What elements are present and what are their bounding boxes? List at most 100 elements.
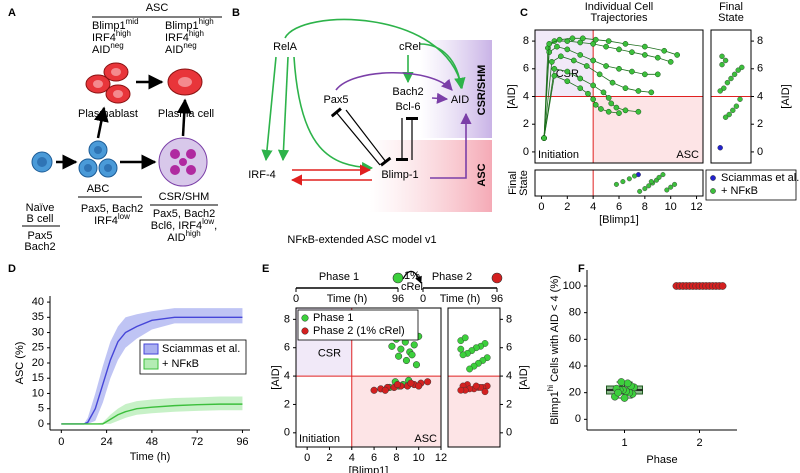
region-label: ASC	[476, 163, 488, 186]
chart-title: Trajectories	[590, 12, 648, 24]
marker-label: AIDneg	[92, 41, 124, 56]
trajectory-point	[590, 82, 597, 89]
trajectory-point	[577, 85, 584, 92]
y-axis-label: Blimp1hi Cells with AID < 4 (%)	[546, 275, 561, 425]
y-tick-label: 4	[523, 90, 529, 102]
timeline-tick-label: 96	[392, 293, 404, 305]
node-label: AID	[451, 94, 469, 106]
final-point	[733, 103, 740, 109]
point	[407, 379, 415, 387]
trajectory-point	[564, 46, 571, 53]
y-tick-label: 40	[32, 296, 44, 308]
y-tick-label: 4	[506, 370, 512, 382]
phase-label: Phase 2	[432, 271, 472, 283]
timeline-tick-label: 0	[293, 293, 299, 305]
trajectory-point	[556, 36, 563, 43]
line	[61, 403, 243, 425]
y-tick-label: 8	[284, 313, 290, 325]
final-point	[728, 75, 734, 82]
final-point	[724, 79, 731, 86]
y-tick-label: 100	[563, 280, 581, 292]
x-tick-label: 12	[690, 201, 702, 213]
trajectory-point	[546, 41, 553, 47]
final-frame	[534, 169, 704, 197]
final-point	[719, 61, 725, 68]
point	[623, 379, 632, 388]
panel-letter: E	[262, 263, 269, 275]
text-run: ,	[214, 220, 217, 232]
panel-label: Final	[719, 1, 743, 13]
legend-label: Phase 2 (1% cRel)	[313, 325, 405, 337]
trajectory-point	[622, 41, 629, 47]
y-tick-label: 20	[32, 357, 44, 369]
marker-label: IRF4low	[94, 212, 130, 227]
x-tick-label: 4	[349, 452, 355, 464]
x-tick-label: 2	[326, 452, 332, 464]
panel-letter: F	[578, 263, 585, 275]
panel-a-art	[22, 16, 222, 227]
trajectory	[543, 75, 620, 139]
y-tick-label: 15	[32, 372, 44, 384]
trajectory-point	[641, 71, 648, 78]
point	[381, 386, 389, 394]
panel-label: State	[718, 12, 744, 24]
timeline-tick-label: 96	[491, 293, 503, 305]
trajectory-point	[648, 89, 655, 96]
final-point	[459, 351, 467, 359]
x-tick-label: 1	[621, 437, 627, 449]
x-tick-label: 2	[564, 201, 570, 213]
trajectory-point	[641, 43, 648, 50]
text-run: AID	[92, 44, 110, 56]
trajectory-point	[661, 47, 668, 54]
final-point	[722, 114, 729, 120]
y-tick-label: 0	[506, 427, 512, 439]
x-tick-label: 24	[100, 436, 112, 448]
marker-label: Pax5	[27, 230, 52, 242]
text-run: Pax5, Bach2	[153, 208, 215, 220]
trajectory-point	[616, 65, 622, 72]
trajectory-point	[577, 39, 584, 46]
trajectory-point	[592, 36, 599, 43]
final-point	[722, 57, 729, 64]
trajectory-point	[629, 49, 635, 56]
final-point	[730, 107, 736, 114]
y-tick-label: 6	[284, 342, 290, 354]
final-point	[719, 53, 725, 60]
trajectory-point	[654, 54, 661, 61]
final-point	[672, 181, 678, 187]
timeline-label: Time (h)	[440, 293, 481, 305]
y-axis-label: ASC (%)	[14, 342, 26, 385]
text-run: IRF4	[92, 32, 116, 44]
legend-label: Sciammas et al.	[162, 343, 240, 355]
final-point	[739, 64, 745, 71]
x-tick-label: 96	[236, 436, 248, 448]
y-tick-label: 25	[32, 342, 44, 354]
trajectory-point	[613, 104, 620, 111]
trajectory-point	[635, 88, 642, 94]
y-tick-label: 80	[569, 307, 581, 319]
y-axis-label: [AID]	[270, 365, 282, 389]
trajectory-point	[667, 59, 674, 65]
x-tick-label: 0	[304, 452, 310, 464]
text-run: IRF4	[94, 215, 118, 227]
y-tick-label: 0	[284, 427, 290, 439]
node-label: IRF-4	[248, 169, 276, 181]
y-tick-label: 6	[506, 342, 512, 354]
plot-frame	[295, 307, 442, 448]
y-axis-label: [AID]	[506, 84, 518, 108]
final-point	[472, 382, 480, 390]
superscript: high	[189, 29, 204, 38]
y-tick-label: 30	[32, 326, 44, 338]
trajectory-point	[596, 71, 603, 78]
final-point	[648, 179, 654, 185]
point	[410, 341, 418, 349]
node-label: Blimp-1	[381, 169, 418, 181]
final-point	[721, 85, 727, 91]
point	[424, 378, 432, 386]
final-point	[717, 88, 723, 94]
x-tick-label: 10	[413, 452, 425, 464]
legend-swatch	[301, 314, 309, 322]
cell-label: Naïve	[26, 202, 55, 214]
marker-label: Pax5, Bach2	[153, 208, 215, 220]
region-label: Initiation	[538, 149, 579, 161]
